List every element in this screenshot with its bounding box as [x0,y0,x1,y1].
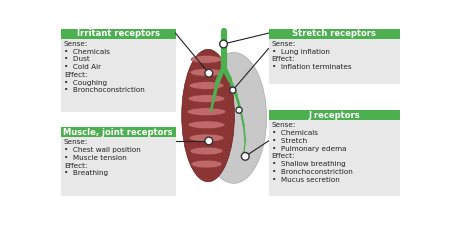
Text: Irritant receptors: Irritant receptors [77,29,160,38]
Text: Sense:
•  Lung inflation
Effect:
•  Inflation terminates: Sense: • Lung inflation Effect: • Inflat… [272,41,351,70]
FancyBboxPatch shape [268,110,400,120]
Circle shape [205,137,213,145]
Text: J receptors: J receptors [309,111,360,120]
FancyBboxPatch shape [268,38,400,84]
Text: Sense:
•  Chemicals
•  Dust
•  Cold Air
Effect:
•  Coughing
•  Bronchoconstricti: Sense: • Chemicals • Dust • Cold Air Eff… [64,41,145,93]
Circle shape [236,107,242,113]
FancyBboxPatch shape [61,38,175,112]
Ellipse shape [188,95,225,102]
Ellipse shape [191,56,222,63]
FancyBboxPatch shape [61,29,175,38]
Text: Muscle, joint receptors: Muscle, joint receptors [64,128,173,137]
Circle shape [241,153,249,160]
Text: Sense:
•  Chest wall position
•  Muscle tension
Effect:
•  Breathing: Sense: • Chest wall position • Muscle te… [64,140,141,176]
FancyBboxPatch shape [61,137,175,196]
Ellipse shape [182,49,235,182]
Circle shape [219,40,228,48]
FancyBboxPatch shape [268,29,400,38]
Ellipse shape [190,147,223,155]
Text: Sense:
•  Chemicals
•  Stretch
•  Pulmonary edema
Effect:
•  Shallow breathing
•: Sense: • Chemicals • Stretch • Pulmonary… [272,122,352,183]
Ellipse shape [191,160,222,168]
Ellipse shape [189,82,224,89]
FancyBboxPatch shape [61,127,175,137]
Ellipse shape [190,69,223,76]
Ellipse shape [201,52,266,183]
Circle shape [230,87,236,93]
Ellipse shape [189,134,224,142]
Text: Stretch receptors: Stretch receptors [292,29,376,38]
FancyBboxPatch shape [268,120,400,196]
Ellipse shape [187,108,226,116]
Ellipse shape [188,121,225,129]
Circle shape [205,69,213,77]
